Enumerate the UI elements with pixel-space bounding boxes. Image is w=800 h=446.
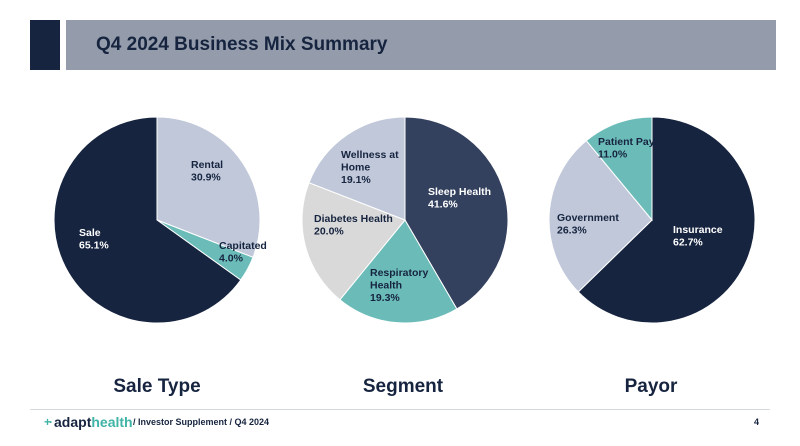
title-bar: Q4 2024 Business Mix Summary [66,20,776,70]
chart-title-sale-type: Sale Type [113,376,200,397]
pie-slice-diabetes-health [301,182,406,301]
page-number: 4 [754,417,760,427]
chart-title-payor: Payor [625,376,678,397]
plus-icon: +· [44,415,53,429]
slice-label-respiratory-health: Respiratory Health 19.3% [370,267,429,304]
pie-slice-patient-pay [585,116,653,222]
slice-label-insurance: Insurance 62.7% [673,224,723,249]
adapthealth-logo: +· adapt health [44,414,133,430]
slice-label-government: Government 26.3% [557,212,619,237]
pie-slice-respiratory-health [339,219,458,324]
pie-slice-wellness-at-home [308,116,406,221]
slice-label-rental: Rental 30.9% [191,159,223,184]
footer-divider [30,409,770,410]
title-accent-block [30,20,60,70]
pie-slice-sale [53,116,242,324]
slice-label-patient-pay: Patient Pay 11.0% [598,136,655,161]
footer-caption: / Investor Supplement / Q4 2024 [133,417,270,427]
slice-label-diabetes-health: Diabetes Health 20.0% [314,213,393,238]
pie-slice-government [548,139,653,293]
slice-label-capitated: Capitated 4.0% [219,240,267,265]
pie-slice-insurance [577,116,756,324]
pie-slice-rental [156,116,261,258]
logo-text-health: health [91,414,133,430]
logo-text-adapt: adapt [54,414,92,430]
slice-label-sleep-health: Sleep Health 41.6% [428,186,491,211]
chart-title-segment: Segment [363,376,444,397]
pie-slice-sleep-health [404,116,509,310]
slice-label-sale: Sale 65.1% [79,227,109,252]
slice-label-wellness-at-home: Wellness at Home 19.1% [341,149,399,186]
page-title: Q4 2024 Business Mix Summary [96,34,388,55]
